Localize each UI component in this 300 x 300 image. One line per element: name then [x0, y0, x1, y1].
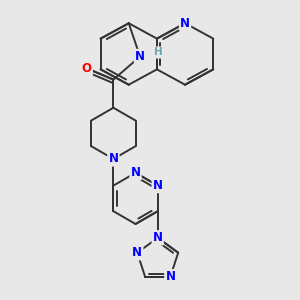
Text: H: H	[154, 47, 162, 58]
Text: N: N	[130, 166, 141, 179]
Text: O: O	[82, 62, 92, 75]
Text: N: N	[153, 179, 163, 192]
Text: N: N	[180, 17, 190, 30]
Text: N: N	[165, 270, 176, 283]
Text: N: N	[135, 50, 145, 63]
Text: N: N	[132, 246, 142, 259]
Text: N: N	[108, 152, 118, 166]
Text: N: N	[153, 231, 163, 244]
